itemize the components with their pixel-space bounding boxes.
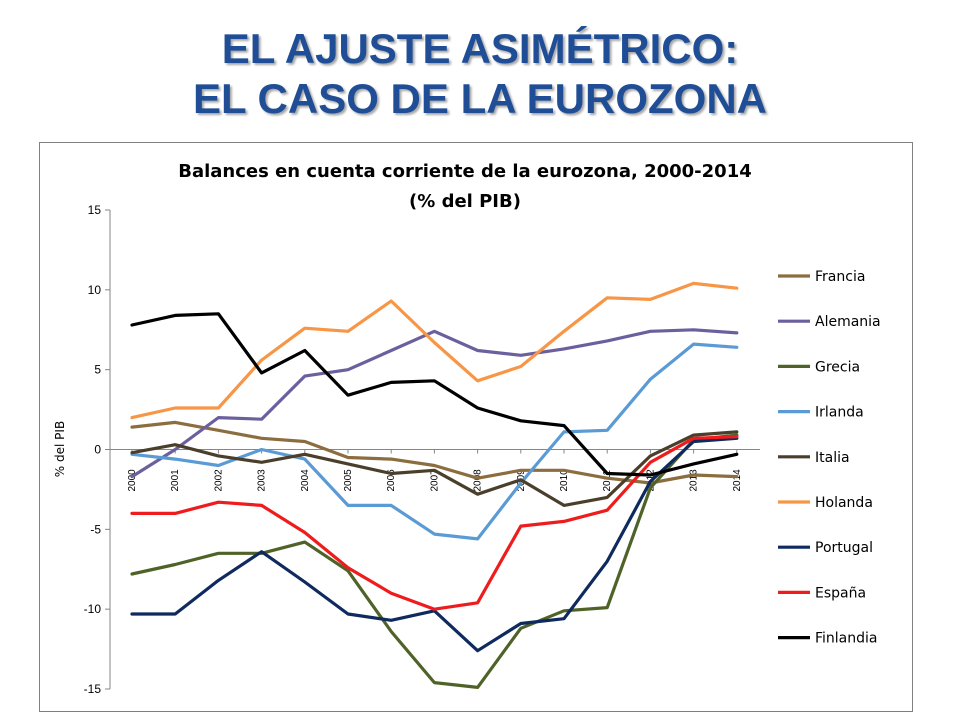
x-tick-label: 2002: [213, 469, 224, 492]
chart-frame: Balances en cuenta corriente de la euroz…: [39, 142, 913, 712]
x-tick-label: 2004: [300, 469, 311, 492]
x-tick-label: 2008: [473, 469, 484, 492]
x-tick-label: 2007: [429, 469, 440, 492]
axes: 15 10 5 0 -5 -10 -15 2000 2001 2002 2003 2004 2005 20…: [84, 203, 760, 696]
chart-title-line1: Balances en cuenta corriente de la euroz…: [178, 161, 752, 182]
x-tick-label: 2013: [689, 469, 700, 492]
x-tick-label: 2001: [170, 469, 181, 492]
series-line-españa: [130, 435, 739, 611]
y-tick-label: -15: [84, 682, 102, 696]
legend-entry: Grecia: [815, 359, 860, 375]
chart-title-line2: (% del PIB): [409, 191, 521, 212]
y-tick-label: 5: [94, 363, 101, 377]
legend-entry: España: [815, 585, 866, 601]
x-tick-label: 2010: [559, 469, 570, 492]
y-tick-label: -10: [84, 602, 102, 616]
legend-entry: Finlandia: [815, 631, 878, 647]
y-tick-label: 0: [94, 443, 101, 457]
legend-entry: Italia: [815, 450, 850, 466]
series-line-francia: [130, 420, 739, 485]
legend-entry: Holanda: [815, 495, 873, 511]
line-chart: Balances en cuenta corriente de la euroz…: [53, 161, 881, 696]
legend-entry: Portugal: [815, 540, 873, 556]
y-axis-label: % del PIB: [53, 421, 67, 477]
x-tick-label: 2006: [386, 469, 397, 492]
legend-entry: Irlanda: [815, 405, 864, 421]
y-tick-label: 15: [88, 203, 102, 217]
y-tick-label: -5: [90, 522, 101, 536]
x-tick-label: 2003: [257, 469, 268, 492]
legend: Francia Alemania Grecia Irlanda Italia Holand…: [778, 269, 881, 647]
slide-title-line2: EL CASO DE LA EUROZONA: [192, 75, 768, 122]
series-line-italia: [130, 430, 739, 507]
series-line-holanda: [130, 281, 739, 420]
legend-entry: Alemania: [815, 314, 881, 330]
series-line-grecia: [130, 433, 739, 690]
legend-entry: Francia: [815, 269, 865, 285]
series-lines: [130, 281, 739, 690]
x-tick-label: 2014: [732, 469, 743, 492]
y-tick-label: 10: [88, 283, 102, 297]
series-line-alemania: [130, 328, 739, 479]
slide-title-line1: EL AJUSTE ASIMÉTRICO:: [221, 25, 739, 72]
series-line-irlanda: [130, 342, 739, 541]
x-tick-label: 2005: [343, 469, 354, 492]
x-tick-label: 2011: [602, 470, 613, 492]
x-tick-label: 2000: [127, 469, 138, 492]
series-line-finlandia: [130, 312, 739, 477]
